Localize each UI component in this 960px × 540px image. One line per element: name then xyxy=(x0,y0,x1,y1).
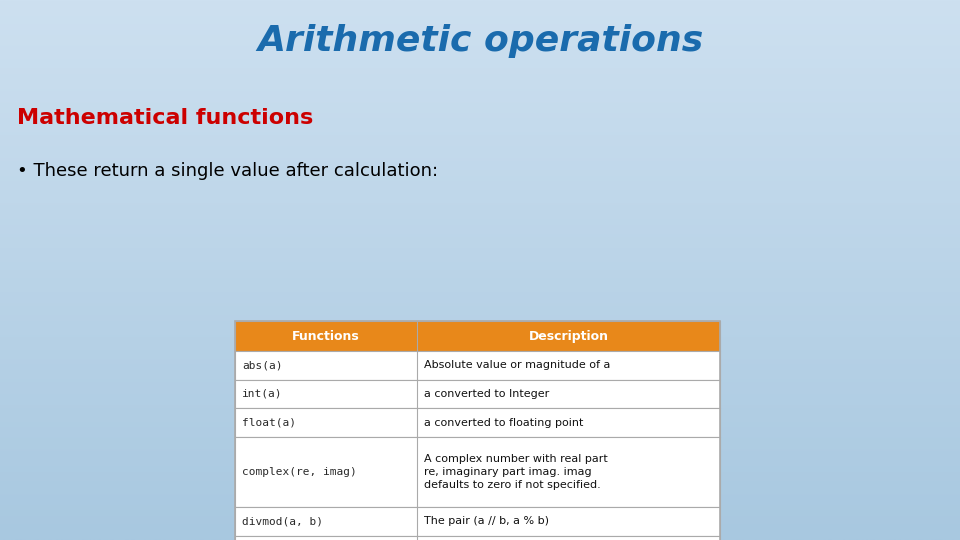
Text: Arithmetic operations: Arithmetic operations xyxy=(257,24,703,58)
Text: Description: Description xyxy=(529,329,609,343)
Text: float(a): float(a) xyxy=(242,417,296,428)
Text: divmod(a, b): divmod(a, b) xyxy=(242,516,323,526)
Text: abs(a): abs(a) xyxy=(242,360,282,370)
Text: A complex number with real part
re, imaginary part imag. imag
defaults to zero i: A complex number with real part re, imag… xyxy=(423,454,608,490)
Text: a converted to Integer: a converted to Integer xyxy=(423,389,549,399)
Bar xyxy=(235,507,720,536)
Text: • These return a single value after calculation:: • These return a single value after calc… xyxy=(17,162,439,180)
Text: complex(re, imag): complex(re, imag) xyxy=(242,467,357,477)
Text: Functions: Functions xyxy=(292,329,360,343)
Bar xyxy=(235,351,720,380)
Bar xyxy=(235,321,720,351)
Text: a converted to floating point: a converted to floating point xyxy=(423,417,583,428)
Bar xyxy=(235,380,720,408)
Text: int(a): int(a) xyxy=(242,389,282,399)
Text: The pair (a // b, a % b): The pair (a // b, a % b) xyxy=(423,516,549,526)
Bar xyxy=(235,437,720,507)
Text: Absolute value or magnitude of a: Absolute value or magnitude of a xyxy=(423,360,611,370)
Bar xyxy=(235,536,720,540)
Bar xyxy=(235,408,720,437)
Bar xyxy=(235,321,720,540)
Text: Mathematical functions: Mathematical functions xyxy=(17,108,314,128)
